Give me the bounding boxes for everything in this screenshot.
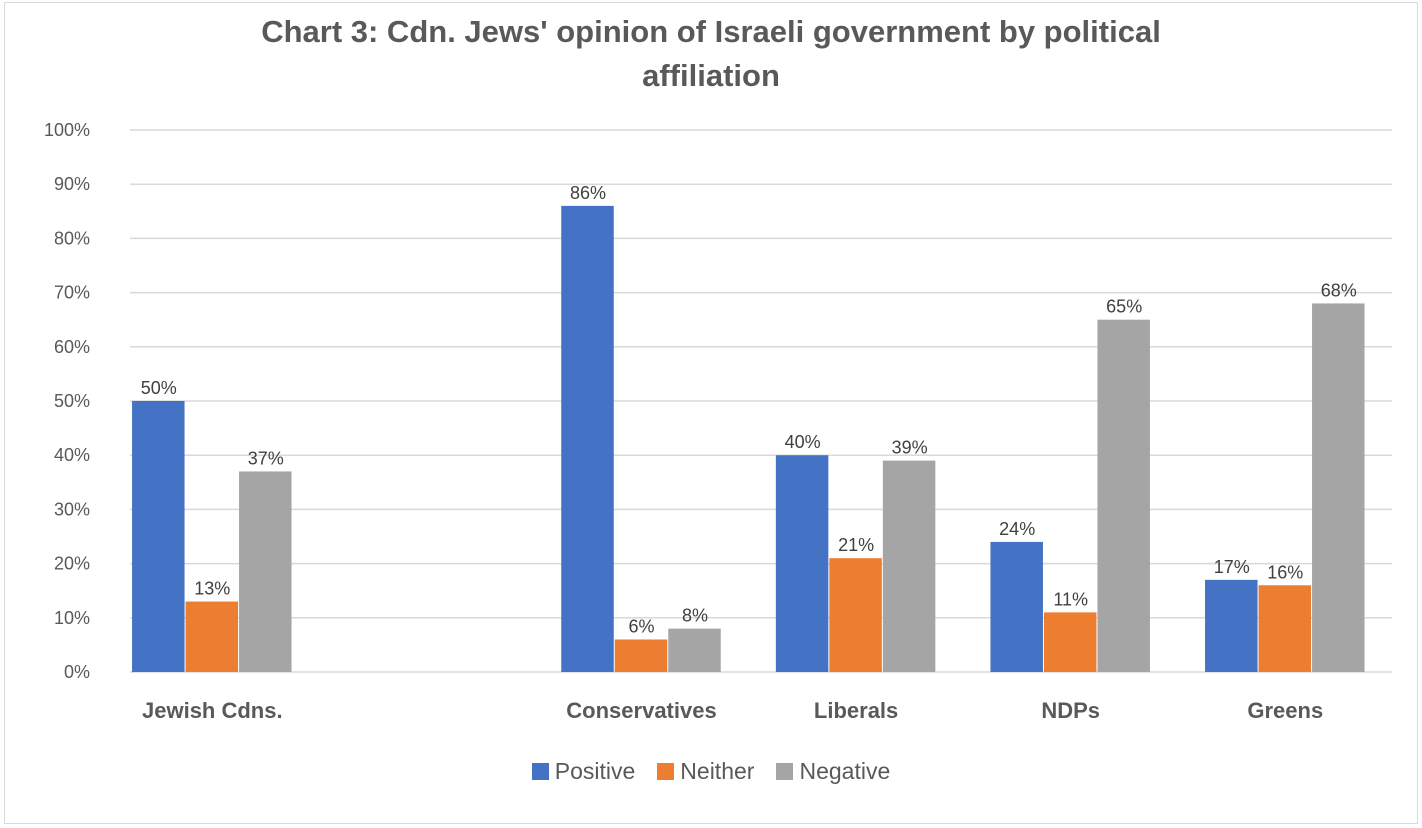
y-tick-label: 20% <box>54 554 90 574</box>
y-tick-label: 30% <box>54 499 90 519</box>
data-label: 86% <box>570 183 606 203</box>
bar-negative <box>882 460 936 672</box>
legend-label: Negative <box>799 758 891 784</box>
chart-title: Chart 3: Cdn. Jews' opinion of Israeli g… <box>0 10 1422 98</box>
legend-swatch <box>531 763 549 780</box>
data-label: 24% <box>999 519 1035 539</box>
x-category-label: Conservatives <box>566 698 716 723</box>
legend-swatch <box>657 763 675 780</box>
legend-swatch <box>776 763 794 780</box>
data-label: 11% <box>1053 589 1088 609</box>
title-line-2: affiliation <box>642 58 780 93</box>
y-tick-label: 0% <box>64 662 90 682</box>
legend-item-positive: Positive <box>531 758 636 785</box>
legend-label: Neither <box>680 758 755 784</box>
legend-item-negative: Negative <box>776 758 890 785</box>
bar-neither <box>1258 585 1312 672</box>
y-tick-label: 40% <box>54 445 90 465</box>
y-tick-label: 100% <box>44 120 90 140</box>
y-tick-label: 60% <box>54 337 90 357</box>
bar-positive <box>775 455 829 672</box>
data-label: 6% <box>628 616 654 636</box>
bar-negative <box>668 628 721 672</box>
x-category-label: Greens <box>1247 698 1323 723</box>
legend-label: Positive <box>554 758 636 784</box>
data-label: 21% <box>838 535 874 555</box>
y-tick-label: 70% <box>54 283 90 303</box>
data-label: 8% <box>682 606 708 626</box>
legend: Positive Neither Negative <box>0 758 1422 785</box>
y-tick-label: 50% <box>54 391 90 411</box>
data-label: 16% <box>1267 562 1303 582</box>
data-label: 17% <box>1214 557 1250 577</box>
bar-negative <box>1097 319 1150 672</box>
data-label: 39% <box>892 438 928 458</box>
bar-positive <box>1205 579 1258 672</box>
data-label: 68% <box>1321 280 1357 300</box>
x-category-label: Jewish Cdns. <box>142 698 283 723</box>
data-label: 50% <box>141 378 177 398</box>
y-tick-label: 90% <box>54 174 90 194</box>
bar-positive <box>561 205 614 672</box>
data-label: 37% <box>248 448 284 468</box>
data-label: 40% <box>785 432 821 452</box>
y-tick-label: 80% <box>54 228 90 248</box>
x-category-label: NDPs <box>1041 698 1100 723</box>
bar-positive <box>990 541 1043 672</box>
data-label: 65% <box>1106 297 1142 317</box>
bar-neither <box>185 601 239 672</box>
bar-negative <box>239 471 292 672</box>
bar-neither <box>829 558 882 672</box>
bar-neither <box>1043 612 1097 672</box>
bar-negative <box>1312 303 1365 672</box>
title-line-1: Chart 3: Cdn. Jews' opinion of Israeli g… <box>261 14 1161 49</box>
x-category-label: Liberals <box>814 698 898 723</box>
legend-item-neither: Neither <box>657 758 754 785</box>
chart-frame <box>4 2 1418 824</box>
data-label: 13% <box>194 579 230 599</box>
y-tick-label: 10% <box>54 608 90 628</box>
bar-positive <box>132 401 185 672</box>
bar-neither <box>614 639 668 672</box>
